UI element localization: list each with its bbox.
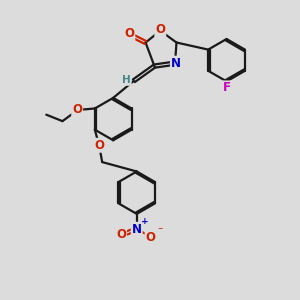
Text: ⁻: ⁻ [158,226,163,236]
Text: N: N [171,57,181,70]
Text: F: F [223,81,231,94]
Text: +: + [141,217,148,226]
Text: O: O [116,228,126,241]
Text: H: H [122,75,131,85]
Text: O: O [124,27,134,40]
Text: N: N [132,223,142,236]
Text: O: O [155,23,165,36]
Text: O: O [94,139,104,152]
Text: O: O [146,231,156,244]
Text: O: O [72,103,82,116]
